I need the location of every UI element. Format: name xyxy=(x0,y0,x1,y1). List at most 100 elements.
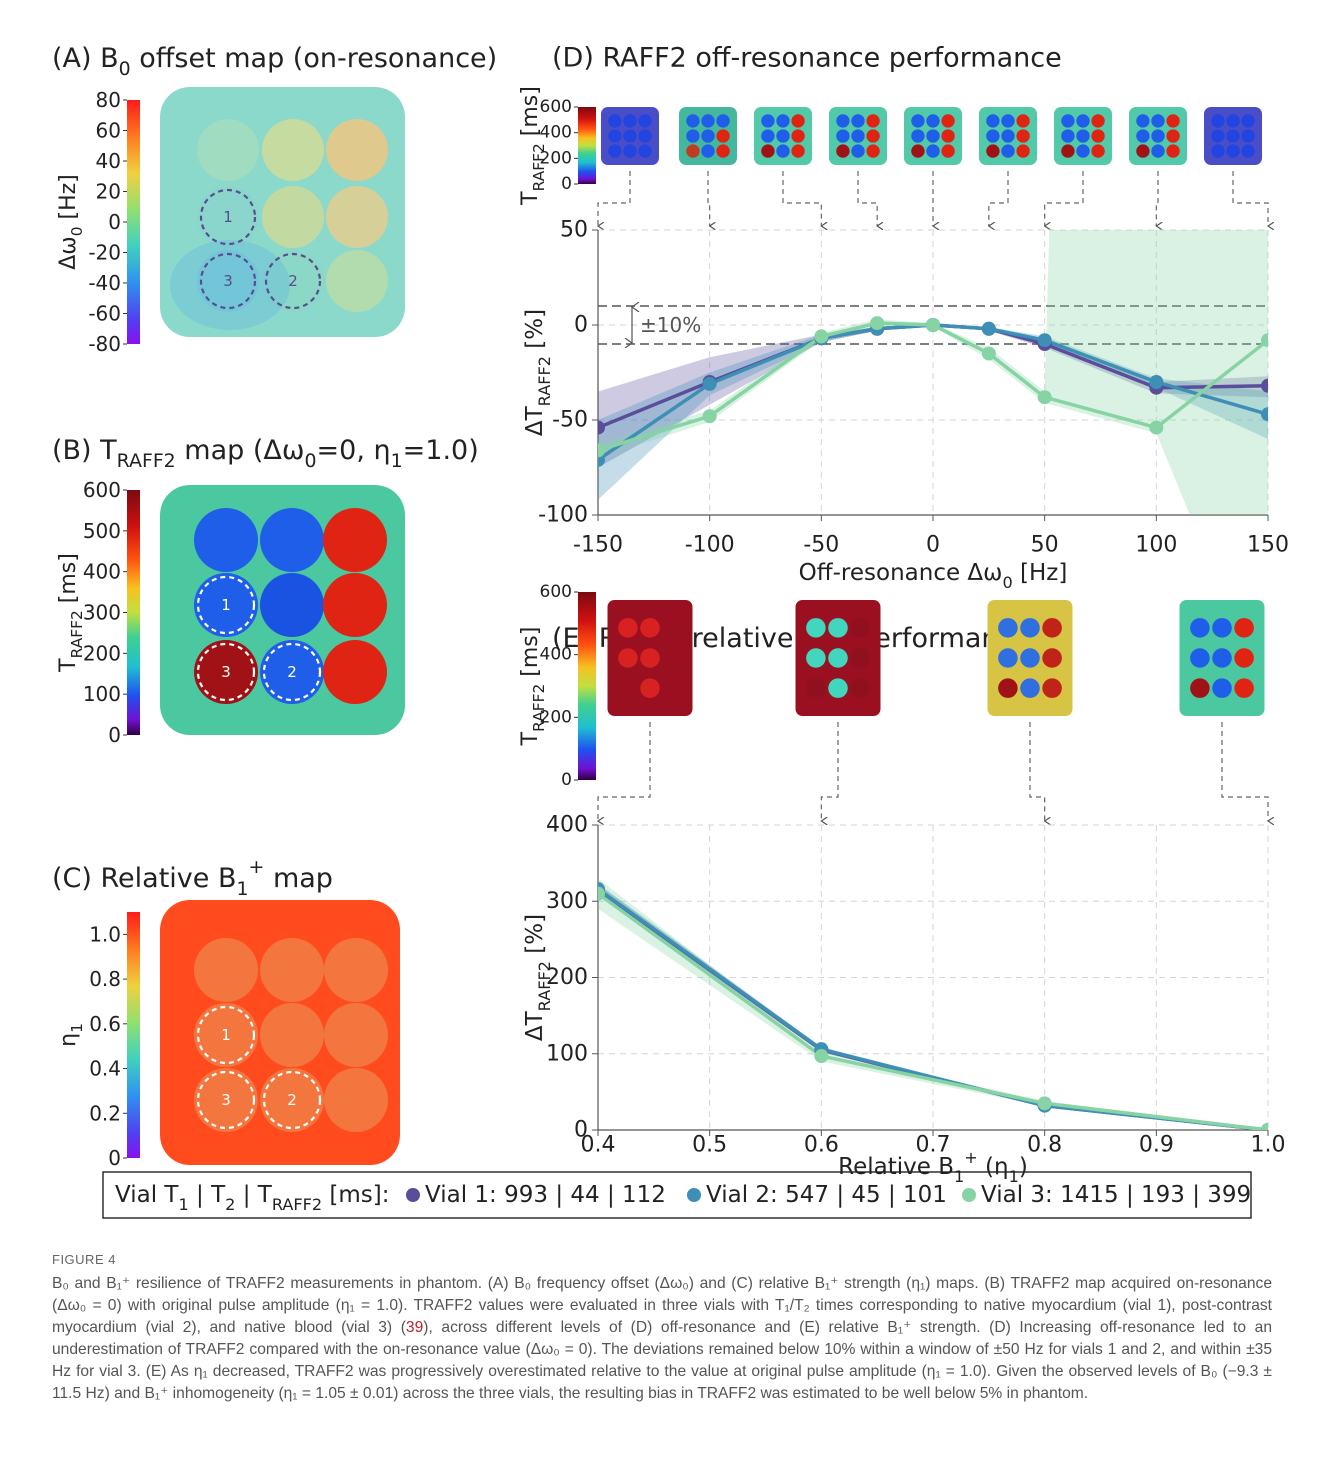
thumbnail-vial xyxy=(791,129,805,143)
y-axis-label: ΔTRAFF2 [%] xyxy=(522,309,554,436)
thumbnail-vial xyxy=(608,114,622,128)
confidence-band xyxy=(598,230,1268,515)
thumbnail-vial xyxy=(1001,144,1015,158)
panel-title-part: =0, η xyxy=(317,435,391,466)
x-axis-label-part: [Hz] xyxy=(1013,560,1068,586)
thumbnail-vial xyxy=(1016,144,1030,158)
colorbar-label: Δω0 [Hz] xyxy=(56,174,87,270)
colorbar-label-part: RAFF2 xyxy=(530,684,548,732)
x-tick-label: 0 xyxy=(926,533,940,558)
vial-outline xyxy=(264,252,322,310)
vial-label: 3 xyxy=(221,663,231,681)
plot-area xyxy=(598,230,1268,515)
x-tick-label: 1.0 xyxy=(1251,1133,1286,1158)
thumbnail-vial xyxy=(1211,129,1225,143)
y-tick-label: 50 xyxy=(560,218,588,243)
x-axis-label: Relative B1+ (η1) xyxy=(838,1148,1028,1186)
colorbar-tick-label: -40 xyxy=(88,271,121,295)
thumbnail-vial xyxy=(623,114,637,128)
vial-label: 3 xyxy=(223,272,233,290)
thumbnail-vial xyxy=(1234,618,1254,638)
x-axis-label-part: 1 xyxy=(1009,1167,1019,1186)
colorbar-tick-label: 200 xyxy=(540,148,572,168)
thumbnail-vial xyxy=(761,144,775,158)
vial xyxy=(262,119,324,181)
thumbnail-vial xyxy=(998,648,1018,668)
thumbnail-vial xyxy=(986,144,1000,158)
thumbnail-vial xyxy=(911,129,925,143)
thumbnail-vial xyxy=(662,648,682,668)
thumbnail-vial xyxy=(716,114,730,128)
thumbnail-vial xyxy=(791,114,805,128)
connector xyxy=(782,171,821,226)
colorbar-tick-label: 60 xyxy=(96,119,121,143)
legend-title-part: | T xyxy=(189,1182,226,1208)
colorbar xyxy=(127,490,140,735)
x-tick-label: 0.7 xyxy=(916,1133,951,1158)
data-point xyxy=(598,886,605,901)
thumbnail-vial xyxy=(1042,648,1062,668)
thumbnail-vial xyxy=(836,114,850,128)
legend-title-part: | T xyxy=(235,1182,272,1208)
data-point xyxy=(814,329,829,344)
thumbnail-vial xyxy=(1091,114,1105,128)
colorbar-label-part: 1 xyxy=(68,1023,86,1033)
colorbar-tick-label: 400 xyxy=(83,560,121,584)
colorbar-tick-label: 0 xyxy=(561,174,572,194)
thumbnail-vial xyxy=(638,129,652,143)
thumbnail-vial xyxy=(640,678,660,698)
thumbnail-vial xyxy=(850,618,870,638)
thumbnail-vial xyxy=(776,144,790,158)
legend-title-part: 2 xyxy=(225,1195,235,1214)
colorbar xyxy=(127,912,140,1158)
x-tick-label: 100 xyxy=(1135,533,1177,558)
connector xyxy=(1156,171,1158,226)
thumbnail-vial xyxy=(1016,129,1030,143)
connector xyxy=(598,722,651,821)
thumbnail-vial xyxy=(836,129,850,143)
colorbar-tick-label: 600 xyxy=(83,478,121,502)
annotation: ±10% xyxy=(640,313,701,337)
y-tick-label: -50 xyxy=(552,408,588,433)
thumbnail-vial xyxy=(686,144,700,158)
caption-ref: 39 xyxy=(405,1319,424,1336)
thumbnail-vial xyxy=(1226,129,1240,143)
thumbnail-vial xyxy=(866,129,880,143)
colorbar-label: η1 xyxy=(56,1023,87,1047)
thumbnail-vial xyxy=(828,678,848,698)
panel-title-part: =1.0) xyxy=(403,435,479,466)
thumbnail-vial xyxy=(986,114,1000,128)
legend-title-part: [ms]: xyxy=(322,1182,389,1208)
colorbar-label-part: T xyxy=(518,731,543,746)
colorbar-label-part: Δω xyxy=(56,236,81,269)
colorbar-tick-label: 0 xyxy=(561,770,572,790)
y-tick-label: -100 xyxy=(538,503,588,528)
vial-outline xyxy=(199,188,257,246)
thumbnail-vial xyxy=(1166,114,1180,128)
connector xyxy=(1029,722,1045,821)
panel-title-part: offset map (on-resonance) xyxy=(131,43,498,74)
colorbar-tick-label: 500 xyxy=(83,519,121,543)
map-shade xyxy=(170,240,290,330)
thumbnail-vial xyxy=(1226,144,1240,158)
vial xyxy=(194,640,258,704)
y-axis-label-part: RAFF2 xyxy=(535,961,554,1011)
thumbnail-vial xyxy=(1020,648,1040,668)
x-tick-label: 150 xyxy=(1247,533,1289,558)
thumbnail-vial xyxy=(1136,144,1150,158)
thumbnail-vial xyxy=(926,144,940,158)
thumbnail-vial xyxy=(866,144,880,158)
vial xyxy=(323,640,387,704)
vial-label: 3 xyxy=(221,1091,231,1109)
vial xyxy=(260,573,324,637)
thumbnail-vial xyxy=(640,648,660,668)
colorbar xyxy=(578,592,596,780)
thumbnail-vial xyxy=(828,618,848,638)
data-point xyxy=(1261,407,1268,422)
thumbnail-vial xyxy=(1226,114,1240,128)
x-axis-label-part: (η xyxy=(978,1154,1009,1180)
thumbnail-vial xyxy=(608,144,622,158)
x-axis-label-part: ) xyxy=(1019,1154,1028,1180)
thumbnail-vial xyxy=(1212,648,1232,668)
vial xyxy=(194,1003,258,1067)
